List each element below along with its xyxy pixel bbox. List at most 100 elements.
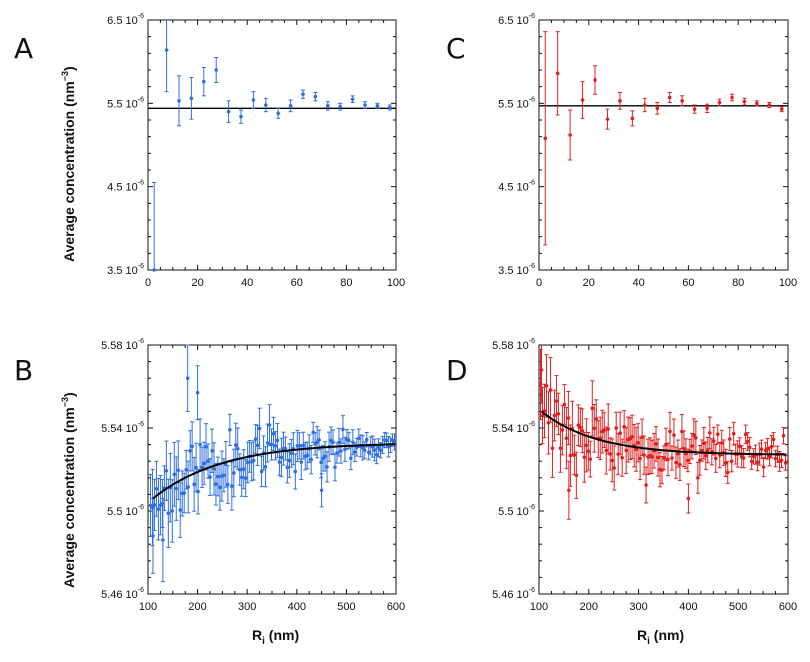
panel-d: D 100 200 300 400 500 600 5.46 10-6 5.5 10-6 5.5… [446,338,797,613]
data-point [301,443,306,448]
data-point [287,458,292,463]
data-point [773,456,778,461]
data-point [338,104,343,109]
data-point [319,488,324,493]
data-point [152,503,157,507]
y-tick-label: 5.54 10-6 [492,421,535,435]
y-tick-label: 5.5 10-6 [107,96,144,110]
data-point [288,104,293,108]
data-point [323,454,327,459]
data-point [618,431,622,436]
x-tick-label: 600 [779,601,797,613]
x-tick-label: 100 [779,277,797,289]
data-point [642,453,646,457]
data-point [680,99,684,103]
data-point [152,268,156,272]
data-point [154,487,159,491]
data-point [670,456,674,460]
data-point [590,406,595,411]
data-point [305,453,310,458]
data-point [572,453,577,457]
data-point [309,457,313,462]
data-point [767,103,772,107]
data-point [190,444,194,449]
ticks-d: 100 200 300 400 500 600 5.46 10-6 5.5 10-6 5.54 … [492,338,797,613]
y-tick-label: 6.5 10-6 [498,13,535,27]
data-point [606,427,611,431]
data-point [208,475,212,479]
ticks-a: 0 20 40 60 80 100 3.5 10-6 4.5 10-6 5.5 10-6 6.5 … [107,13,405,289]
data-point [341,427,345,432]
data-point [654,442,658,446]
y-tick-label: 5.58 10-6 [492,338,535,352]
x-tick-label: 200 [580,601,598,613]
data-point [662,456,666,460]
data-point [568,133,572,137]
data-point [747,445,752,450]
y-tick-label: 4.5 10-6 [107,180,144,194]
data-point [372,448,377,452]
data-point [216,474,220,479]
data-point [349,456,353,461]
y-axis-title-bottom: Average concentration (nm−3) [60,392,77,588]
data-point [222,473,226,478]
data-point [301,92,305,96]
data-points-d [538,345,788,520]
data-point [335,451,339,455]
x-tick-label: 60 [291,277,303,289]
data-point [264,103,268,107]
data-point [580,98,585,102]
data-point [554,399,559,403]
data-point [210,449,214,453]
ticks-b: 100 200 300 400 500 600 5.46 10-6 5.5 10-6 5.54 … [101,338,405,613]
data-point [592,426,597,431]
data-point [610,458,615,463]
data-point [235,446,240,451]
data-point [643,103,647,107]
data-point [574,473,579,478]
data-point [189,96,194,101]
data-point [612,466,616,470]
data-point [176,468,181,473]
data-point [285,465,290,470]
data-point [566,416,571,420]
y-tick-label: 4.5 10-6 [498,180,535,194]
fit-curve-b [152,443,396,500]
data-point [218,485,222,490]
data-point [357,436,361,441]
data-point [678,462,682,467]
data-point [650,455,654,459]
data-point [188,449,192,453]
data-point [186,485,190,489]
data-point [228,428,232,432]
data-point [259,469,264,474]
data-point [241,467,246,472]
data-point [622,424,626,429]
data-point [624,448,628,453]
data-point [674,460,678,465]
data-point [540,413,545,418]
data-point [636,440,640,445]
data-point [200,465,204,470]
data-point [715,432,720,436]
data-point [204,445,208,449]
data-point [700,448,704,453]
data-point [737,444,742,449]
data-point [567,488,571,493]
data-point [319,460,323,465]
x-tick-label: 300 [629,601,647,613]
x-tick-label: 20 [191,277,203,289]
data-point [731,431,736,436]
data-point [333,465,337,470]
data-point [593,78,597,82]
data-point [614,426,618,430]
x-tick-label: 60 [682,277,694,289]
data-point [164,48,169,52]
fit-curve [540,410,787,456]
data-point [375,104,380,108]
data-point [364,437,369,442]
data-point [265,441,270,445]
data-point [580,429,585,433]
data-point [749,459,754,464]
data-point [198,442,202,447]
